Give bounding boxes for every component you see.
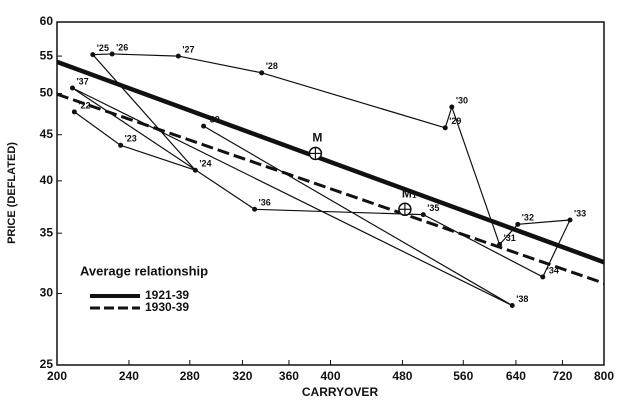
- point-label: '35: [427, 203, 439, 213]
- y-tick-label: 45: [40, 127, 54, 141]
- point-label: '27: [182, 44, 194, 54]
- point: [201, 123, 207, 129]
- x-tick-label: 400: [320, 369, 340, 383]
- point-label: '39: [208, 114, 220, 124]
- point: [118, 142, 124, 148]
- mean-label: M: [312, 131, 322, 145]
- point: [420, 212, 426, 218]
- y-tick-label: 35: [40, 225, 54, 239]
- x-tick-label: 360: [279, 369, 299, 383]
- mean-label: M₁: [402, 186, 417, 200]
- point: [509, 303, 515, 309]
- y-tick-label: 40: [40, 173, 54, 187]
- regression-line: [56, 92, 605, 285]
- legend-label: 1930-39: [145, 300, 189, 314]
- point-label: '23: [125, 134, 137, 144]
- x-tick-label: 640: [506, 369, 526, 383]
- point-label: '29: [449, 116, 461, 126]
- point-label: '33: [574, 208, 586, 218]
- point-label: '28: [266, 61, 278, 71]
- regression-line: [56, 59, 605, 265]
- x-axis-label: CARRYOVER: [302, 385, 379, 399]
- x-tick-label: 280: [180, 369, 200, 383]
- point: [109, 51, 115, 57]
- x-tick-label: 480: [392, 369, 412, 383]
- legend-label: 1921-39: [145, 288, 189, 302]
- y-axis-label: PRICE (DEFLATED): [6, 142, 18, 244]
- plot-frame: [56, 21, 605, 366]
- y-tick-label: 30: [40, 286, 54, 300]
- y-tick-label: 25: [40, 357, 54, 371]
- point: [259, 70, 265, 76]
- x-tick-label: 720: [552, 369, 572, 383]
- point: [442, 125, 448, 131]
- point: [497, 242, 503, 248]
- x-tick-label: 800: [594, 369, 614, 383]
- point-label: '24: [199, 159, 211, 169]
- x-tick-label: 240: [119, 369, 139, 383]
- point-label: '26: [116, 42, 128, 52]
- x-tick-label: 200: [47, 369, 67, 383]
- point: [175, 53, 181, 59]
- point: [567, 217, 573, 223]
- y-tick-label: 50: [40, 86, 54, 100]
- point-label: '36: [259, 198, 271, 208]
- x-tick-label: 560: [453, 369, 473, 383]
- point-label: '30: [456, 95, 468, 105]
- point: [252, 206, 258, 212]
- point-label: '32: [522, 213, 534, 223]
- point: [69, 85, 75, 91]
- point: [90, 52, 96, 58]
- point-label: '22: [78, 100, 90, 110]
- point: [192, 167, 198, 173]
- point: [515, 221, 521, 227]
- point-label: '38: [516, 294, 528, 304]
- point: [540, 274, 546, 280]
- point-label: '31: [504, 233, 516, 243]
- y-tick-label: 60: [40, 14, 54, 28]
- y-tick-label: 55: [40, 48, 54, 62]
- legend-title: Average relationship: [80, 263, 208, 278]
- x-tick-label: 320: [232, 369, 252, 383]
- point-label: '37: [76, 76, 88, 86]
- point: [71, 109, 77, 115]
- point: [449, 104, 455, 110]
- point-label: '25: [97, 43, 109, 53]
- trajectory: [72, 53, 572, 307]
- point-label: '34: [547, 265, 559, 275]
